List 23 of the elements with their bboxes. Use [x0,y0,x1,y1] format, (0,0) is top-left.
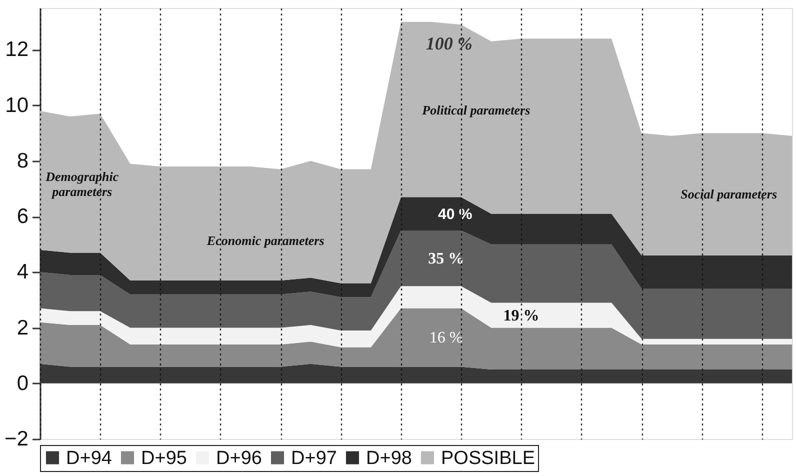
annotation: 35 % [428,250,464,268]
legend-label: D+97 [291,448,337,469]
legend-label: POSSIBLE [441,448,535,469]
annotation: 16 % [429,330,463,347]
y-tick-label: 4 [16,260,29,284]
y-tick-label: −2 [4,428,28,450]
legend-label: D+98 [366,448,412,469]
y-tick-label: 6 [16,205,28,228]
y-tick-label: 8 [16,149,28,172]
annotation: 100 % [426,33,472,54]
y-tick-label: 2 [16,316,28,340]
legend-label: D+96 [216,448,262,469]
annotation: Political parameters [422,102,530,118]
annotation: 40 % [438,206,472,223]
annotation: Social parameters [680,186,778,202]
legend-label: D+95 [141,448,187,469]
legend-label: D+94 [66,448,112,469]
y-tick-label: 0 [16,372,28,395]
annotation: Economic parameters [206,233,324,248]
annotation: Demographic parameters [44,169,119,200]
y-tick-label: 12 [5,38,28,62]
y-tick-label: 10 [5,94,28,117]
annotation: 19 % [503,307,540,324]
